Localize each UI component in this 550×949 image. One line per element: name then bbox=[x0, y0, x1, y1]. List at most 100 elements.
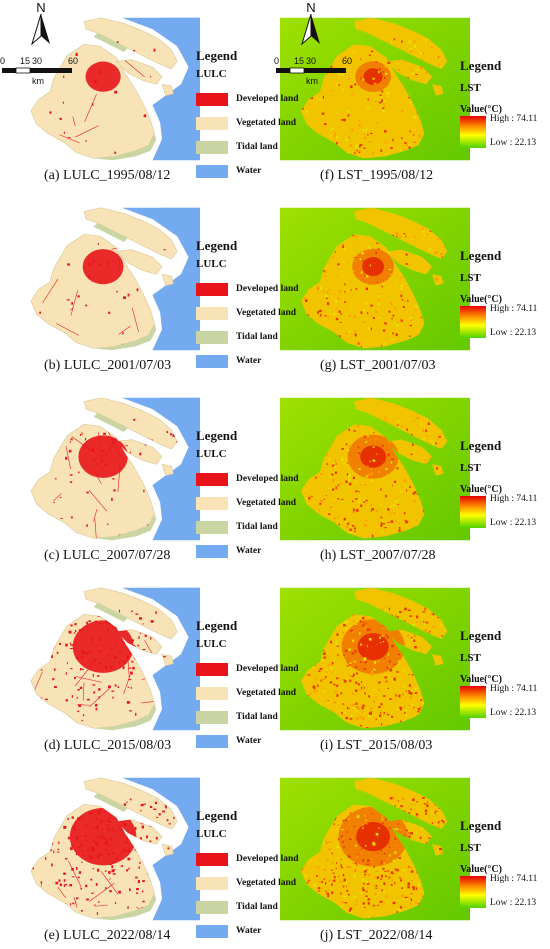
north-label: N bbox=[306, 0, 316, 15]
scale-tick-label: 15 bbox=[20, 56, 31, 66]
legend-swatch bbox=[196, 900, 228, 914]
lulc-legend-title: Legend bbox=[196, 808, 238, 823]
lst-value-label: Value(°C) bbox=[460, 484, 502, 495]
legend-swatch bbox=[196, 354, 228, 368]
scale-bar-graphic bbox=[2, 67, 72, 74]
legend-label: Tidal land bbox=[236, 902, 278, 912]
lulc-legend-title: Legend bbox=[196, 238, 238, 253]
lst-land bbox=[354, 587, 448, 640]
lst-legend-subtitle: LST bbox=[460, 272, 481, 284]
lst-low-label: Low : 22.13 bbox=[490, 898, 537, 908]
water-area bbox=[162, 17, 200, 47]
lulc-caption: (e) LULC_2022/08/14 bbox=[44, 928, 171, 943]
lst-legend-title: Legend bbox=[460, 58, 502, 73]
legend-swatch bbox=[196, 472, 228, 486]
lulc-map bbox=[30, 777, 200, 921]
developed-land bbox=[31, 38, 178, 159]
legend-label: Water bbox=[236, 356, 262, 366]
lst-land bbox=[432, 654, 444, 666]
legend-label: Developed land bbox=[236, 94, 299, 104]
legend-item: Water bbox=[196, 164, 261, 178]
legend-item: Developed land bbox=[196, 92, 299, 106]
north-arrow-icon bbox=[31, 13, 50, 46]
vegetated-land bbox=[161, 463, 174, 476]
legend-label: Vegetated land bbox=[236, 118, 297, 128]
scale-unit: km bbox=[32, 76, 44, 86]
lst-high-label: High : 74.11 bbox=[490, 494, 538, 504]
legend-swatch bbox=[196, 710, 228, 724]
lulc-map bbox=[30, 207, 200, 351]
legend-label: Tidal land bbox=[236, 332, 278, 342]
lulc-legend-title: Legend bbox=[196, 48, 238, 63]
developed-land bbox=[38, 243, 178, 348]
legend-item: Vegetated land bbox=[196, 306, 296, 320]
legend-label: Vegetated land bbox=[236, 878, 297, 888]
scale-tick-label: 30 bbox=[306, 56, 317, 66]
legend-label: Vegetated land bbox=[236, 498, 297, 508]
water-area bbox=[122, 17, 200, 161]
lst-legend-subtitle: LST bbox=[460, 652, 481, 664]
north-arrow: N bbox=[300, 0, 322, 51]
lst-high-label: High : 74.11 bbox=[490, 684, 538, 694]
legend-item: Vegetated land bbox=[196, 496, 296, 510]
water-area bbox=[162, 397, 200, 427]
lst-low-label: Low : 22.13 bbox=[490, 708, 537, 718]
water-area bbox=[122, 777, 200, 921]
tidal-land bbox=[93, 602, 128, 622]
lst-land bbox=[432, 84, 444, 96]
legend-label: Vegetated land bbox=[236, 308, 297, 318]
lst-legend-title: Legend bbox=[460, 248, 502, 263]
water-area bbox=[162, 587, 200, 617]
legend-label: Water bbox=[236, 166, 262, 176]
scale-bar: 0 15 30 60 km bbox=[274, 56, 366, 90]
lst-map bbox=[280, 397, 470, 541]
legend-swatch bbox=[196, 496, 228, 510]
north-arrow: N bbox=[30, 0, 52, 51]
lst-high-label: High : 74.11 bbox=[490, 874, 538, 884]
vegetated-land bbox=[161, 83, 174, 96]
lst-land bbox=[386, 439, 432, 465]
legend-label: Developed land bbox=[236, 854, 299, 864]
lulc-legend-subtitle: LULC bbox=[196, 448, 227, 460]
legend-swatch bbox=[196, 140, 228, 154]
lulc-caption: (a) LULC_1995/08/12 bbox=[44, 168, 171, 183]
tidal-land bbox=[93, 323, 157, 351]
lst-land bbox=[432, 844, 444, 856]
legend-swatch bbox=[196, 544, 228, 558]
legend-item: Developed land bbox=[196, 472, 299, 486]
tidal-land bbox=[93, 133, 157, 161]
north-label: N bbox=[36, 0, 46, 15]
legend-item: Vegetated land bbox=[196, 686, 296, 700]
lst-hot-areas bbox=[300, 416, 448, 539]
tidal-land bbox=[93, 513, 157, 541]
scale-unit: km bbox=[306, 76, 318, 86]
lulc-legend-subtitle: LULC bbox=[196, 258, 227, 270]
legend-swatch bbox=[196, 282, 228, 296]
vegetated-land bbox=[83, 777, 178, 830]
vegetated-land bbox=[115, 59, 163, 85]
lst-legend-subtitle: LST bbox=[460, 842, 481, 854]
lst-land bbox=[386, 59, 432, 85]
lst-low-label: Low : 22.13 bbox=[490, 518, 537, 528]
lulc-map bbox=[30, 397, 200, 541]
lst-high-label: High : 74.11 bbox=[490, 304, 538, 314]
tidal-land bbox=[93, 222, 128, 242]
lst-color-ramp bbox=[460, 876, 486, 908]
legend-item: Vegetated land bbox=[196, 876, 296, 890]
vegetated-land bbox=[83, 207, 178, 260]
legend-swatch bbox=[196, 164, 228, 178]
legend-label: Water bbox=[236, 736, 262, 746]
lst-low-label: Low : 22.13 bbox=[490, 328, 537, 338]
legend-item: Developed land bbox=[196, 852, 299, 866]
lst-land bbox=[354, 397, 448, 450]
north-arrow-icon bbox=[301, 13, 320, 46]
water-area bbox=[122, 397, 200, 541]
scale-tick-label: 30 bbox=[32, 56, 43, 66]
legend-item: Tidal land bbox=[196, 140, 278, 154]
legend-label: Developed land bbox=[236, 664, 299, 674]
lst-legend-subtitle: LST bbox=[460, 82, 481, 94]
scale-tick-label: 60 bbox=[342, 56, 353, 66]
vegetated-land bbox=[161, 653, 174, 666]
legend-swatch bbox=[196, 662, 228, 676]
vegetated-land bbox=[161, 843, 174, 856]
